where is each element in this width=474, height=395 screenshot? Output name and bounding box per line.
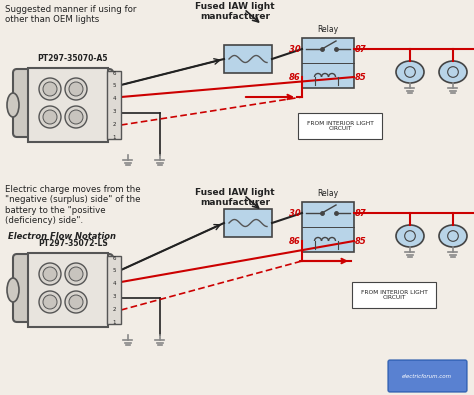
Circle shape <box>39 106 61 128</box>
Text: 4: 4 <box>112 96 116 101</box>
Text: 3: 3 <box>112 109 116 114</box>
Circle shape <box>43 110 57 124</box>
Circle shape <box>65 78 87 100</box>
Text: 85: 85 <box>355 237 367 246</box>
FancyBboxPatch shape <box>302 38 354 88</box>
Text: 1: 1 <box>112 320 116 325</box>
Text: Electron Flow Notation: Electron Flow Notation <box>8 232 116 241</box>
Circle shape <box>39 291 61 313</box>
FancyBboxPatch shape <box>224 45 272 73</box>
Text: 3: 3 <box>112 294 116 299</box>
Text: 5: 5 <box>112 83 116 88</box>
Text: Electric charge moves from the
"negative (surplus) side" of the
battery to the ": Electric charge moves from the "negative… <box>5 185 141 225</box>
Text: FROM INTERIOR LIGHT
CIRCUIT: FROM INTERIOR LIGHT CIRCUIT <box>361 290 428 301</box>
Circle shape <box>65 106 87 128</box>
Text: 86: 86 <box>289 73 301 81</box>
Text: PT297-35072-LS: PT297-35072-LS <box>38 239 108 248</box>
Text: 2: 2 <box>112 122 116 127</box>
Circle shape <box>69 82 83 96</box>
Text: 6: 6 <box>112 70 116 75</box>
Text: Relay: Relay <box>318 25 338 34</box>
Circle shape <box>43 295 57 309</box>
Circle shape <box>69 267 83 281</box>
Text: 87: 87 <box>355 45 367 53</box>
FancyBboxPatch shape <box>298 113 382 139</box>
Text: electricforum.com: electricforum.com <box>402 374 452 378</box>
Text: 5: 5 <box>112 268 116 273</box>
Ellipse shape <box>7 93 19 117</box>
Text: 87: 87 <box>355 209 367 218</box>
FancyBboxPatch shape <box>224 209 272 237</box>
Circle shape <box>43 82 57 96</box>
Ellipse shape <box>396 225 424 247</box>
Text: Fused IAW light
manufacturer: Fused IAW light manufacturer <box>195 2 275 21</box>
FancyBboxPatch shape <box>302 202 354 252</box>
Text: 86: 86 <box>289 237 301 246</box>
Ellipse shape <box>7 278 19 302</box>
Text: PT297-35070-A5: PT297-35070-A5 <box>38 54 108 63</box>
Circle shape <box>69 110 83 124</box>
Ellipse shape <box>396 61 424 83</box>
Text: Suggested manner if using for
other than OEM lights: Suggested manner if using for other than… <box>5 5 137 24</box>
Text: 30: 30 <box>289 45 301 53</box>
Text: 30: 30 <box>289 209 301 218</box>
FancyBboxPatch shape <box>107 256 121 324</box>
Circle shape <box>65 291 87 313</box>
Text: 85: 85 <box>355 73 367 81</box>
FancyBboxPatch shape <box>107 71 121 139</box>
Text: 2: 2 <box>112 307 116 312</box>
Circle shape <box>39 78 61 100</box>
Text: 6: 6 <box>112 256 116 260</box>
Text: Relay: Relay <box>318 189 338 198</box>
FancyBboxPatch shape <box>28 253 108 327</box>
Text: 1: 1 <box>112 135 116 139</box>
Circle shape <box>43 267 57 281</box>
Circle shape <box>69 295 83 309</box>
Circle shape <box>65 263 87 285</box>
Text: FROM INTERIOR LIGHT
CIRCUIT: FROM INTERIOR LIGHT CIRCUIT <box>307 120 374 132</box>
Ellipse shape <box>439 225 467 247</box>
Circle shape <box>39 263 61 285</box>
Text: Fused IAW light
manufacturer: Fused IAW light manufacturer <box>195 188 275 207</box>
FancyBboxPatch shape <box>352 282 436 308</box>
FancyBboxPatch shape <box>13 69 113 137</box>
FancyBboxPatch shape <box>13 254 113 322</box>
Text: 4: 4 <box>112 281 116 286</box>
FancyBboxPatch shape <box>388 360 467 392</box>
FancyBboxPatch shape <box>28 68 108 142</box>
Ellipse shape <box>439 61 467 83</box>
